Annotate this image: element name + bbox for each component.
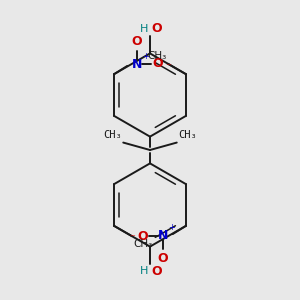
Text: O: O — [151, 265, 161, 278]
Text: ⁻: ⁻ — [165, 62, 171, 72]
Text: +: + — [142, 52, 149, 61]
Text: +: + — [169, 223, 176, 232]
Text: CH₃: CH₃ — [103, 130, 122, 140]
Text: CH₃: CH₃ — [134, 238, 153, 249]
Text: H: H — [140, 266, 148, 276]
Text: O: O — [131, 35, 142, 48]
Text: N: N — [158, 229, 168, 242]
Text: O: O — [158, 252, 169, 265]
Text: O: O — [152, 57, 163, 70]
Text: CH₃: CH₃ — [147, 51, 167, 62]
Text: O: O — [137, 230, 148, 243]
Text: O: O — [151, 22, 161, 35]
Text: H: H — [140, 24, 148, 34]
Text: CH₃: CH₃ — [178, 130, 197, 140]
Text: N: N — [132, 58, 142, 71]
Text: ⁻: ⁻ — [129, 233, 135, 243]
